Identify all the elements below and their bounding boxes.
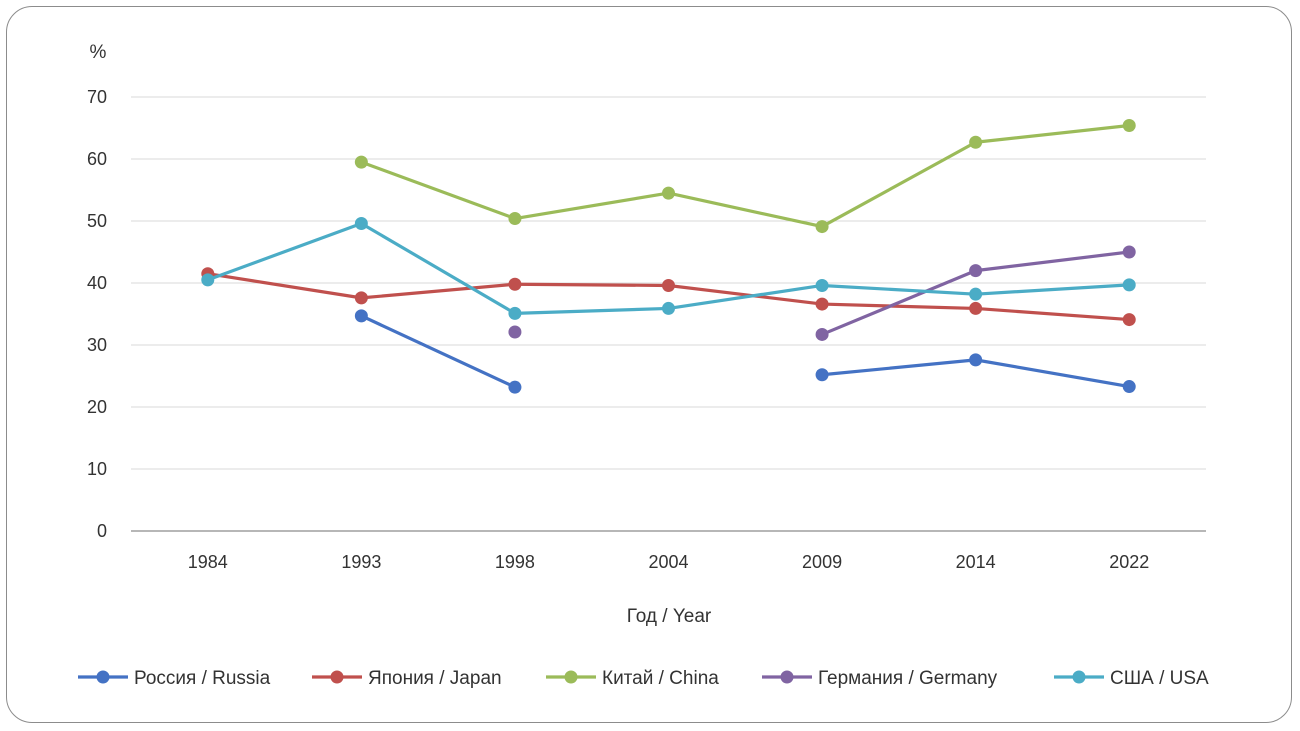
- data-point: [354, 309, 368, 323]
- y-axis-label: %: [90, 42, 107, 63]
- series-3: [508, 245, 1136, 341]
- series-line-segment: [666, 283, 824, 311]
- series-line-segment: [974, 283, 1131, 296]
- x-tick-label: 1984: [188, 552, 228, 572]
- data-point: [508, 306, 522, 320]
- legend-label: США / USA: [1110, 668, 1209, 689]
- legend-label: Китай / China: [602, 668, 719, 689]
- data-point: [969, 135, 983, 149]
- series-line-segment: [974, 250, 1131, 273]
- y-tick-label: 40: [87, 273, 107, 293]
- legend: Россия / Russia Япония / Japan Китай / Chi…: [78, 668, 1209, 689]
- y-tick-labels: 0 10 20 30 40 50 60 70: [87, 87, 107, 541]
- legend-item: Китай / China: [546, 668, 719, 689]
- data-point: [662, 301, 675, 315]
- x-tick-label: 1998: [495, 552, 535, 572]
- data-point: [508, 212, 522, 226]
- series-1: [201, 267, 1136, 327]
- data-point: [1122, 245, 1136, 259]
- y-tick-label: 50: [87, 211, 107, 231]
- y-tick-label: 70: [87, 87, 107, 107]
- legend-label: Германия / Germany: [818, 668, 998, 689]
- legend-item: США / USA: [1054, 668, 1209, 689]
- y-tick-label: 10: [87, 459, 107, 479]
- y-tick-label: 30: [87, 335, 107, 355]
- legend-label: Япония / Japan: [368, 668, 502, 689]
- series-2: [354, 119, 1136, 234]
- data-point: [508, 325, 522, 339]
- series-line-segment: [359, 314, 517, 389]
- series-4: [201, 216, 1136, 320]
- data-point: [969, 264, 983, 278]
- legend-item: Япония / Japan: [312, 668, 502, 689]
- data-point: [201, 273, 215, 287]
- series-layer: [201, 119, 1136, 394]
- x-tick-label: 2004: [648, 552, 688, 572]
- data-point: [508, 380, 522, 394]
- data-point: [354, 291, 368, 305]
- x-tick-label: 1993: [341, 552, 381, 572]
- series-line-segment: [820, 358, 978, 377]
- data-point: [354, 155, 368, 169]
- series-line-segment: [206, 221, 363, 282]
- series-line-segment: [974, 306, 1131, 322]
- data-point: [662, 278, 675, 292]
- data-point: [1122, 380, 1136, 394]
- data-point: [1122, 119, 1136, 133]
- series-line-segment: [974, 358, 1131, 389]
- data-point: [354, 216, 368, 230]
- legend-swatch-marker: [96, 670, 110, 684]
- legend-item: Россия / Russia: [78, 668, 271, 689]
- series-line-segment: [359, 221, 517, 315]
- data-point: [815, 327, 829, 341]
- x-tick-label: 2009: [802, 552, 842, 572]
- data-point: [1122, 313, 1136, 327]
- y-tick-label: 60: [87, 149, 107, 169]
- series-line-segment: [666, 191, 824, 229]
- series-line-segment: [513, 191, 671, 221]
- legend-swatch-marker: [1072, 670, 1086, 684]
- x-axis-label: Год / Year: [627, 606, 712, 627]
- y-tick-label: 0: [97, 521, 107, 541]
- data-point: [662, 186, 675, 200]
- x-tick-labels: 1984 1993 1998 2004 2009 2014 2022: [188, 552, 1149, 572]
- series-line-segment: [666, 283, 824, 306]
- series-line-segment: [513, 282, 671, 288]
- legend-swatch-marker: [780, 670, 794, 684]
- chart-frame: [6, 6, 1292, 723]
- data-point: [815, 220, 829, 234]
- series-line-segment: [513, 306, 671, 315]
- series-line-segment: [359, 282, 517, 300]
- data-point: [815, 297, 829, 311]
- legend-swatch-marker: [564, 670, 578, 684]
- series-line-segment: [820, 140, 978, 229]
- series-line-segment: [820, 302, 978, 311]
- legend-swatch-marker: [330, 670, 344, 684]
- series-line-segment: [359, 160, 517, 221]
- series-line-segment: [206, 272, 363, 300]
- x-tick-label: 2014: [956, 552, 996, 572]
- series-line-segment: [820, 269, 978, 337]
- legend-label: Россия / Russia: [134, 668, 271, 689]
- series-line-segment: [974, 123, 1131, 144]
- y-tick-label: 20: [87, 397, 107, 417]
- legend-item: Германия / Germany: [762, 668, 998, 689]
- series-0: [354, 309, 1136, 394]
- data-point: [969, 353, 983, 367]
- data-point: [969, 287, 983, 301]
- data-point: [815, 278, 829, 292]
- data-point: [969, 301, 983, 315]
- x-tick-label: 2022: [1109, 552, 1149, 572]
- data-point: [508, 277, 522, 291]
- data-point: [815, 368, 829, 382]
- series-line-segment: [820, 283, 978, 296]
- data-point: [1122, 278, 1136, 292]
